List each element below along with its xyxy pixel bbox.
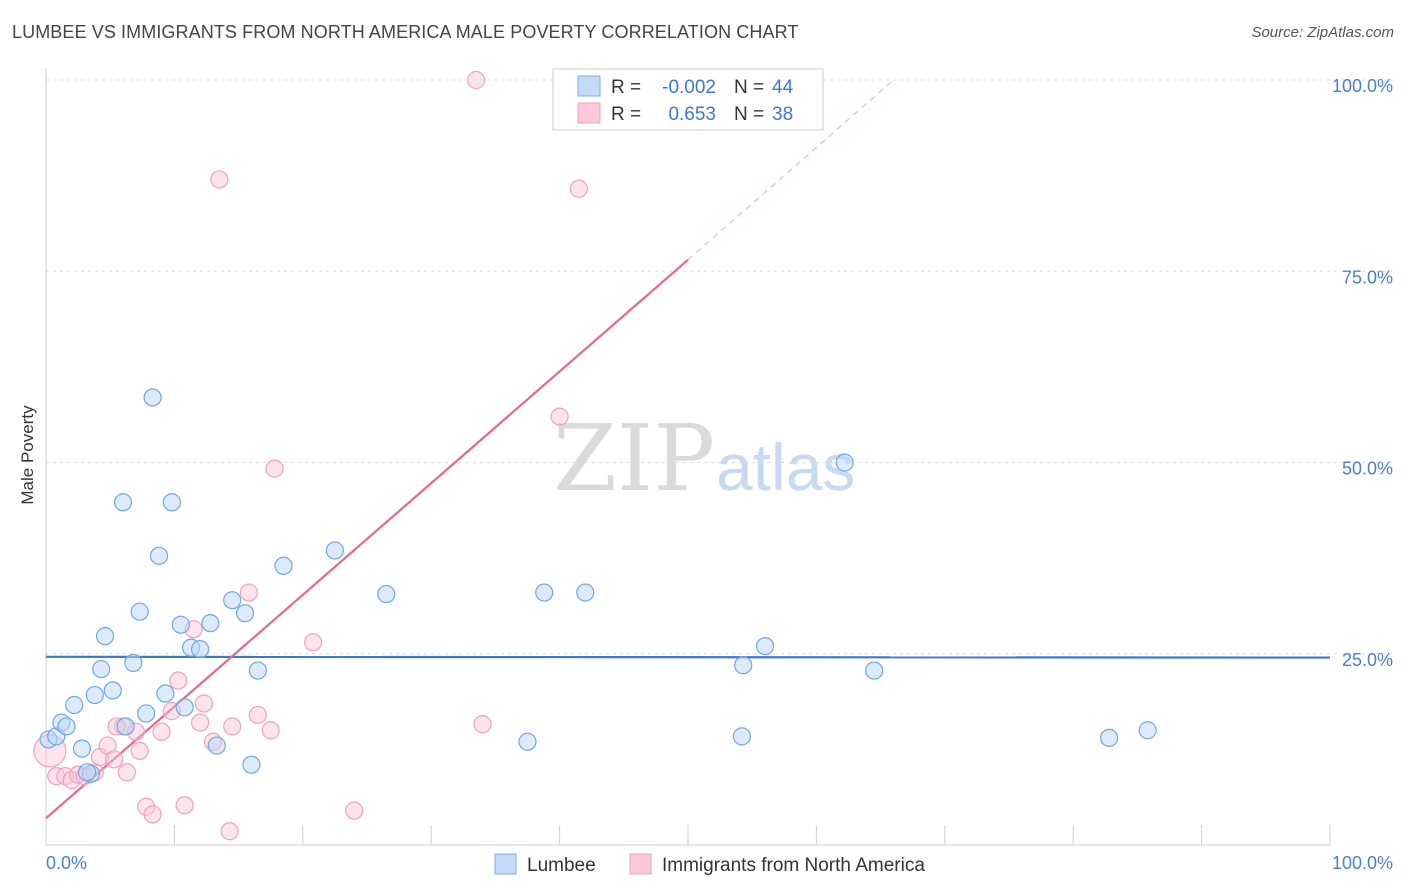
- lumbee-point: [274, 556, 293, 575]
- lumbee-point: [103, 681, 122, 700]
- stats-legend-r-label-1: R =: [611, 77, 641, 98]
- lumbee-point: [85, 685, 104, 705]
- stats-legend-n-value-1: 44: [772, 77, 794, 98]
- lumbee-point: [835, 453, 854, 472]
- lumbee-point: [77, 763, 97, 782]
- lumbee-point: [92, 659, 111, 679]
- immigrants-point: [303, 633, 323, 652]
- lumbee-point: [95, 627, 115, 646]
- immigrants-point: [194, 694, 214, 713]
- lumbee-point: [865, 661, 884, 680]
- lumbee-point: [116, 717, 135, 736]
- lumbee-point: [518, 732, 537, 751]
- lumbee-point: [325, 541, 344, 560]
- lumbee-point: [1100, 728, 1119, 748]
- lumbee-point: [755, 636, 775, 656]
- x-tick-label-min: 0.0%: [46, 853, 87, 873]
- lumbee-point: [162, 493, 181, 512]
- immigrants-point: [210, 170, 229, 189]
- series-lumbee-points: [39, 388, 1157, 783]
- lumbee-point: [171, 615, 190, 634]
- x-tick-label-max: 100.0%: [1332, 853, 1393, 873]
- immigrants-point: [152, 722, 171, 741]
- lumbee-point: [113, 493, 133, 512]
- immigrants-point: [143, 805, 162, 824]
- lumbee-point: [223, 591, 242, 610]
- lumbee-point: [207, 736, 226, 755]
- immigrants-trend-extension: [687, 79, 894, 261]
- lumbee-point: [201, 614, 220, 633]
- lumbee-point: [732, 727, 752, 746]
- series-legend: Lumbee Immigrants from North America: [494, 853, 925, 876]
- lumbee-point: [156, 684, 175, 703]
- trend-lines: [45, 79, 1331, 820]
- stats-legend-n-label-1: N =: [734, 77, 764, 98]
- immigrants-point: [265, 459, 284, 478]
- immigrants-point: [130, 741, 149, 761]
- watermark: ZIP atlas: [553, 405, 855, 512]
- y-tick-label-2: 75.0%: [1342, 267, 1393, 287]
- x-tick-labels: 0.0% 100.0%: [46, 853, 1393, 873]
- stats-legend-blue-swatch: [577, 75, 601, 97]
- immigrants-point: [190, 713, 210, 732]
- lumbee-point: [175, 698, 194, 717]
- immigrants-point: [220, 822, 239, 841]
- immigrants-point: [223, 717, 242, 736]
- immigrants-point: [175, 796, 194, 815]
- immigrants-point: [261, 721, 280, 740]
- stats-legend-r-value-2: 0.653: [668, 104, 716, 125]
- gridlines: [46, 79, 1392, 655]
- y-tick-label-0: 25.0%: [1342, 650, 1393, 670]
- immigrants-point: [467, 70, 486, 90]
- lumbee-point: [72, 739, 92, 758]
- series-immigrants-points: [33, 70, 588, 841]
- legend-lumbee-swatch: [494, 853, 517, 875]
- lumbee-point: [149, 546, 169, 565]
- chart-title: LUMBEE VS IMMIGRANTS FROM NORTH AMERICA …: [12, 22, 799, 42]
- stats-legend-r-value-1: -0.002: [662, 77, 716, 98]
- stats-legend: R = -0.002 N = 44 R = 0.653 N = 38: [552, 68, 824, 131]
- watermark-zip-text: ZIP: [553, 405, 715, 512]
- immigrants-point: [169, 671, 188, 690]
- lumbee-point: [248, 661, 267, 680]
- lumbee-point: [143, 388, 162, 407]
- immigrants-point: [345, 801, 364, 820]
- stats-legend-r-label-2: R =: [611, 104, 641, 125]
- y-tick-labels: 25.0% 50.0% 75.0% 100.0%: [1332, 76, 1393, 670]
- immigrants-point: [117, 763, 136, 782]
- immigrants-point: [473, 715, 492, 734]
- lumbee-point: [65, 695, 84, 715]
- lumbee-point: [242, 755, 261, 774]
- lumbee-point: [576, 583, 595, 602]
- lumbee-point: [137, 704, 156, 723]
- stats-legend-pink-swatch: [577, 102, 601, 124]
- immigrants-point: [569, 179, 588, 198]
- immigrants-point: [248, 705, 267, 725]
- stats-legend-n-label-2: N =: [734, 104, 764, 125]
- legend-lumbee-label: Lumbee: [527, 855, 596, 876]
- immigrants-point: [550, 407, 569, 426]
- lumbee-point: [124, 653, 143, 673]
- lumbee-point: [57, 717, 76, 736]
- immigrants-point: [104, 750, 124, 769]
- lumbee-point: [377, 584, 396, 604]
- lumbee-point: [535, 583, 554, 602]
- legend-immigrants-label: Immigrants from North America: [662, 855, 925, 876]
- stats-legend-n-value-2: 38: [772, 104, 793, 125]
- legend-immigrants-swatch: [629, 853, 652, 875]
- lumbee-point: [1138, 721, 1157, 740]
- immigrants-trend-line: [45, 258, 689, 820]
- immigrants-point: [239, 583, 258, 602]
- lumbee-point: [734, 656, 753, 675]
- watermark-atlas-text: atlas: [716, 430, 855, 504]
- axes: [45, 68, 1331, 846]
- lumbee-trend-line: [45, 655, 1331, 659]
- lumbee-point: [235, 604, 255, 623]
- y-tick-label-3: 100.0%: [1332, 76, 1393, 96]
- y-tick-label-1: 50.0%: [1342, 459, 1393, 479]
- source-credit: Source: ZipAtlas.com: [1251, 24, 1394, 41]
- lumbee-point: [130, 602, 149, 621]
- lumbee-point: [190, 640, 210, 659]
